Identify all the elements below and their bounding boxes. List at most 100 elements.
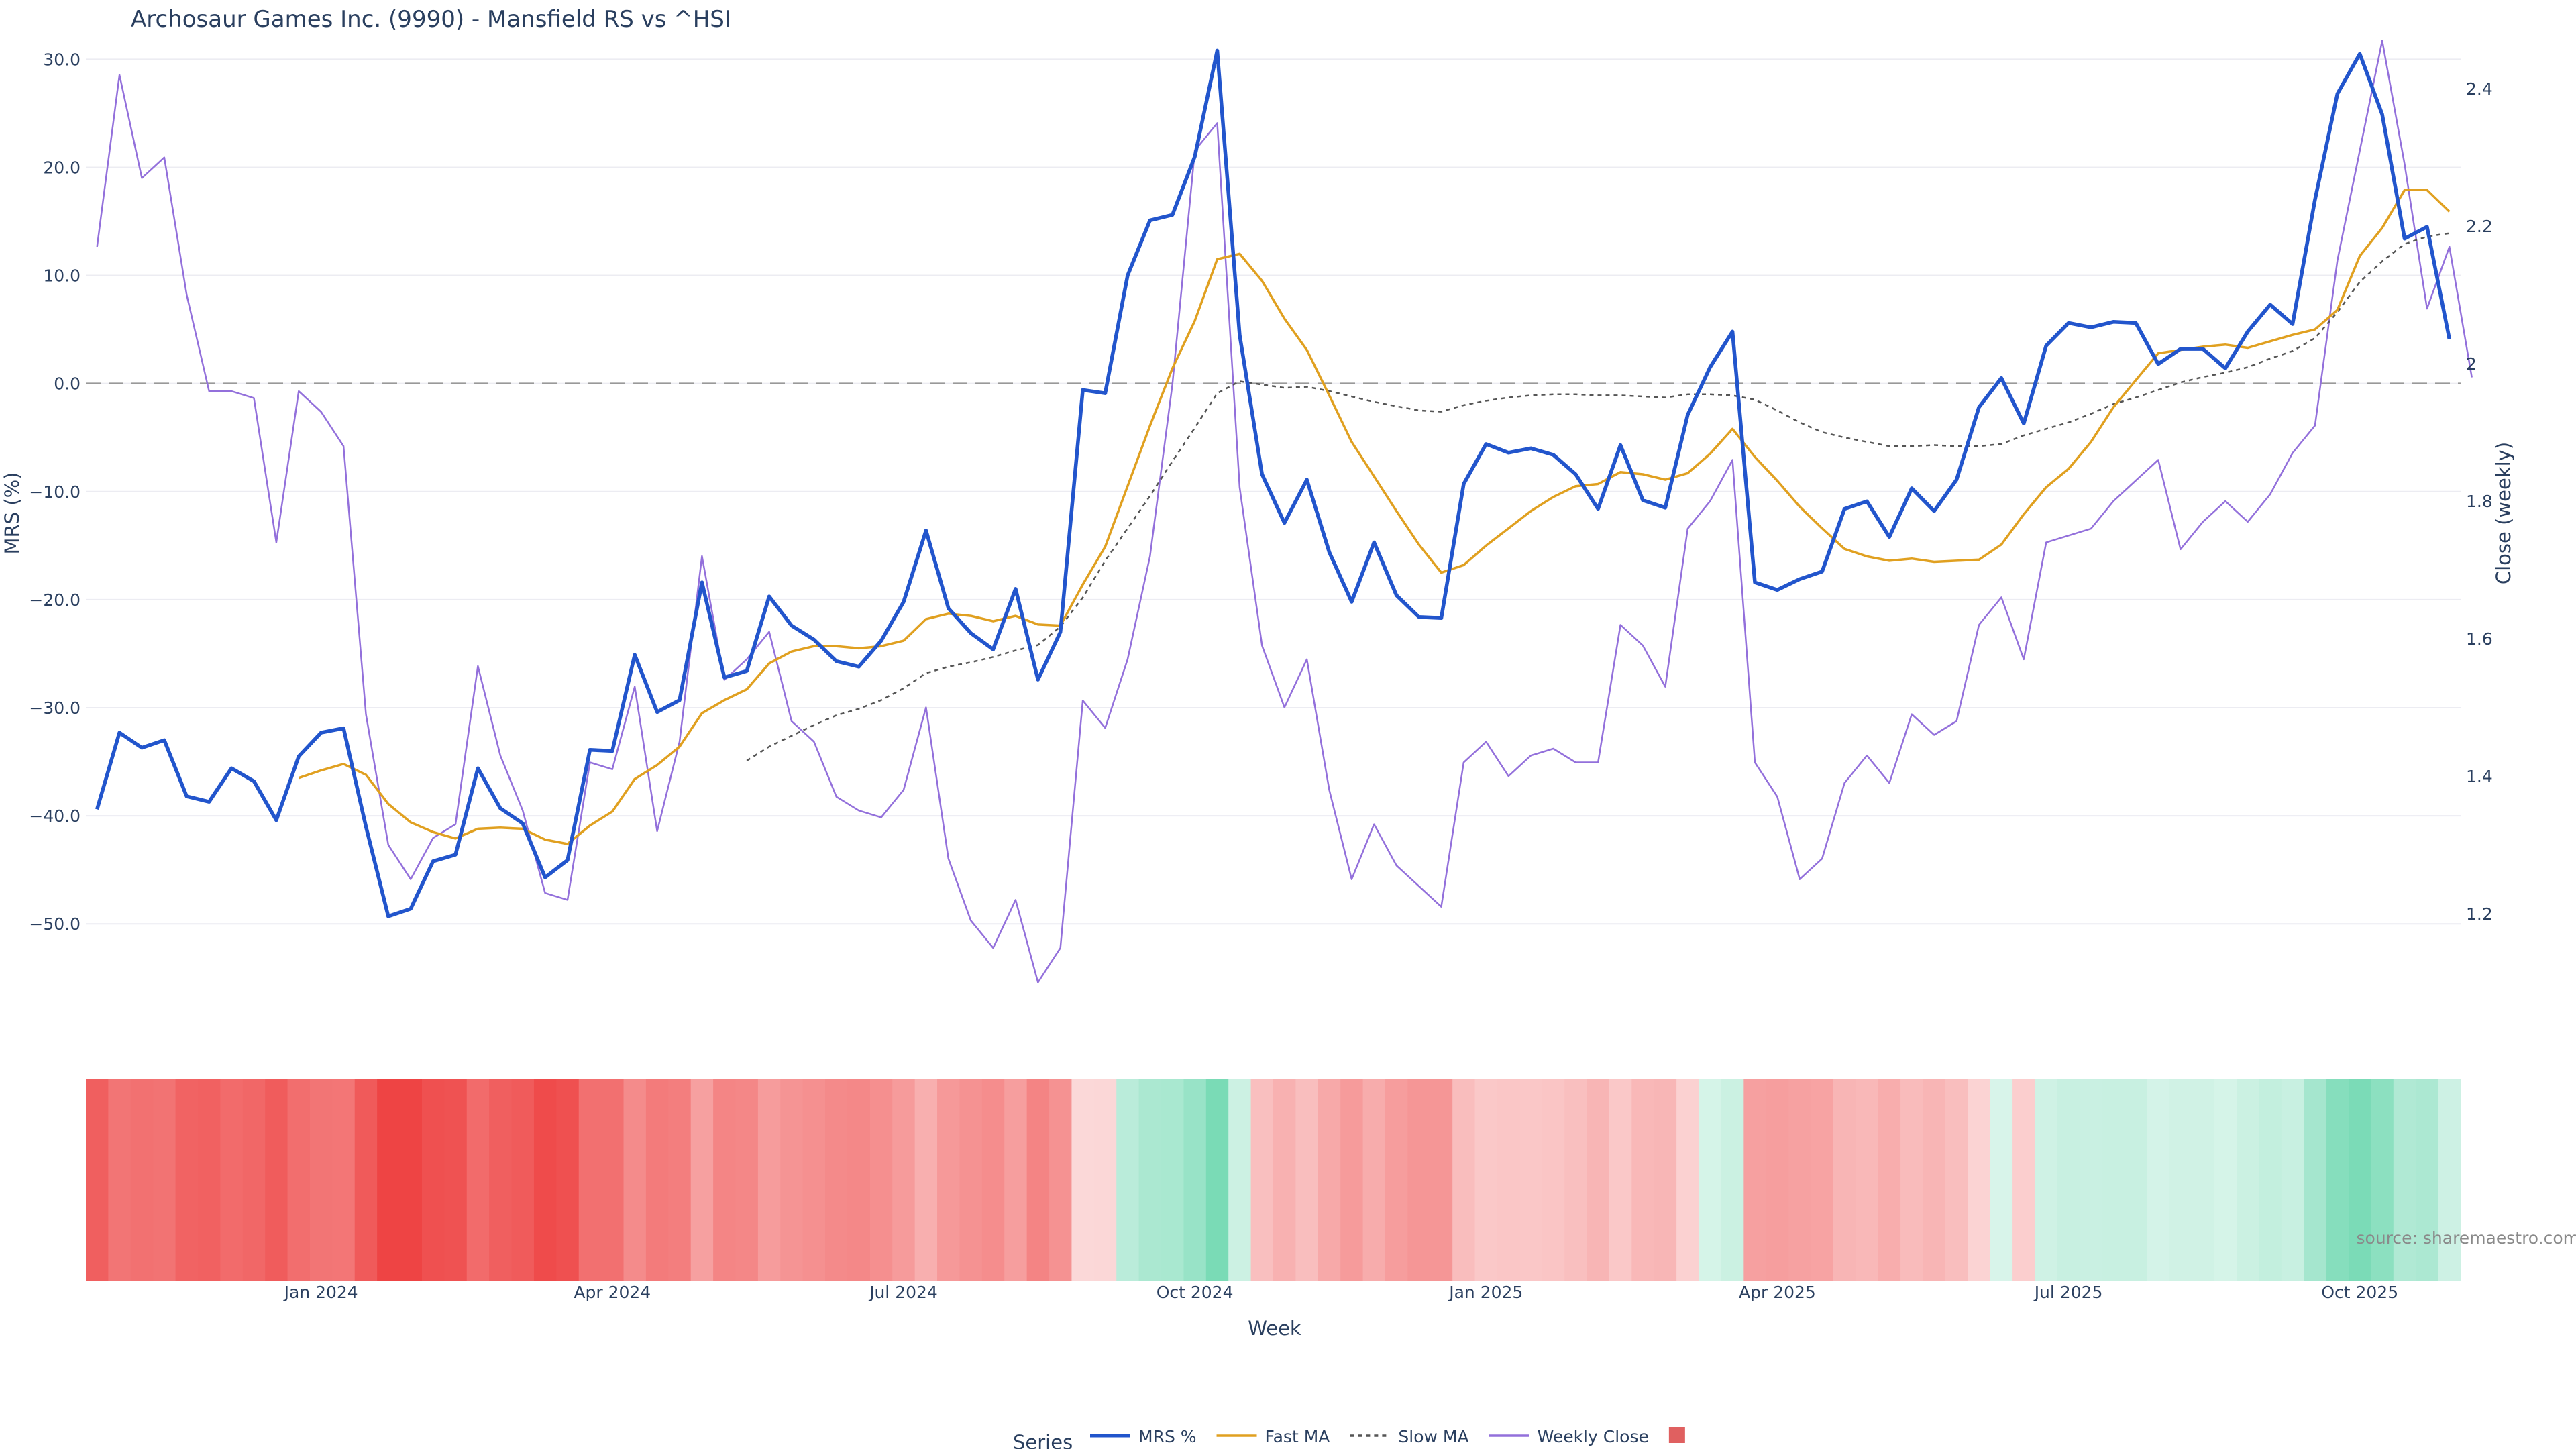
source-note: source: sharemaestro.com — [2357, 1228, 2576, 1248]
heat-cell — [2214, 1079, 2237, 1281]
y-tick-label: −40.0 — [29, 806, 80, 826]
heat-cell — [1497, 1079, 1520, 1281]
heat-cell — [601, 1079, 625, 1281]
heat-cell — [1362, 1079, 1386, 1281]
heat-cell — [2035, 1079, 2058, 1281]
legend-swatch — [1668, 1427, 1685, 1443]
heat-cell — [1430, 1079, 1453, 1281]
heat-cell — [1183, 1079, 1207, 1281]
heat-cell — [690, 1079, 714, 1281]
heat-cell — [1676, 1079, 1700, 1281]
heat-cell — [1743, 1079, 1767, 1281]
heat-cell — [1138, 1079, 1162, 1281]
x-axis-title: Week — [1248, 1317, 1301, 1340]
series-line-mrs — [95, 48, 2451, 918]
heat-cell — [802, 1079, 826, 1281]
heat-cell — [1721, 1079, 1744, 1281]
legend-label: Fast MA — [1265, 1427, 1330, 1446]
series-layer — [95, 40, 2473, 983]
chart-title: Archosaur Games Inc. (9990) - Mansfield … — [131, 6, 731, 33]
heat-cell — [892, 1079, 916, 1281]
series-line-slow-ma — [746, 232, 2450, 761]
heat-cell — [2080, 1079, 2103, 1281]
heat-cell — [623, 1079, 647, 1281]
heat-cell — [780, 1079, 804, 1281]
heat-cell — [1878, 1079, 1901, 1281]
heat-cell — [2304, 1079, 2327, 1281]
y2-tick-label: 1.8 — [2466, 492, 2493, 511]
heat-cell — [2259, 1079, 2282, 1281]
heat-cell — [1631, 1079, 1655, 1281]
heat-cell — [377, 1079, 400, 1281]
heat-cell — [1385, 1079, 1408, 1281]
heat-cell — [220, 1079, 244, 1281]
y-tick-label: 10.0 — [43, 266, 80, 286]
heat-cell — [421, 1079, 445, 1281]
heat-cell — [1250, 1079, 1274, 1281]
y-tick-label: −50.0 — [29, 914, 80, 934]
y2-tick-label: 1.2 — [2466, 904, 2493, 924]
heat-cell — [1474, 1079, 1498, 1281]
heat-cell — [2281, 1079, 2304, 1281]
y-tick-label: −20.0 — [29, 590, 80, 610]
x-tick-label: Oct 2024 — [1157, 1283, 1234, 1302]
heat-cell — [175, 1079, 199, 1281]
heat-cell — [466, 1079, 490, 1281]
heat-cell — [1026, 1079, 1050, 1281]
heat-cell — [1811, 1079, 1834, 1281]
heat-cell — [2326, 1079, 2349, 1281]
heat-cell — [2371, 1079, 2394, 1281]
y-tick-label: 0.0 — [54, 374, 80, 394]
heat-strip — [86, 1079, 2461, 1281]
heat-cell — [735, 1079, 759, 1281]
y2-axis-title: Close (weekly) — [2492, 442, 2515, 584]
heat-cell — [242, 1079, 266, 1281]
y-tick-label: −10.0 — [29, 482, 80, 502]
heat-cell — [444, 1079, 468, 1281]
heat-cell — [1654, 1079, 1677, 1281]
heat-cell — [1542, 1079, 1565, 1281]
heat-cell — [2416, 1079, 2439, 1281]
x-tick-label: Jan 2025 — [1448, 1283, 1523, 1302]
heat-cell — [1856, 1079, 1879, 1281]
heat-cell — [1273, 1079, 1296, 1281]
x-axis-ticks: Jan 2024 Apr 2024 Jul 2024 Oct 2024 Jan 2025… — [283, 1283, 2399, 1302]
heat-cell — [265, 1079, 288, 1281]
heat-cell — [1049, 1079, 1073, 1281]
x-tick-label: Jul 2025 — [2033, 1283, 2103, 1302]
heat-cell — [1609, 1079, 1632, 1281]
heat-cell — [533, 1079, 557, 1281]
y-axis-ticks: 30.0 20.0 10.0 0.0 −10.0 −20.0 −30.0 −40.0 −50.0 — [29, 50, 80, 934]
heat-cell — [1205, 1079, 1229, 1281]
heat-cell — [578, 1079, 602, 1281]
heat-cell — [130, 1079, 154, 1281]
heat-cell — [1945, 1079, 1968, 1281]
heat-cell — [1587, 1079, 1610, 1281]
legend-title: Series — [1013, 1431, 1073, 1449]
heat-cell — [354, 1079, 378, 1281]
heat-cell — [1564, 1079, 1588, 1281]
heat-cell — [757, 1079, 781, 1281]
heat-cell — [511, 1079, 535, 1281]
heat-cell — [1318, 1079, 1341, 1281]
heat-cell — [1968, 1079, 1991, 1281]
heat-cell — [108, 1079, 131, 1281]
heat-cell — [825, 1079, 849, 1281]
y2-tick-label: 1.4 — [2466, 767, 2493, 786]
heat-cell — [556, 1079, 580, 1281]
heat-cell — [1788, 1079, 1812, 1281]
x-tick-label: Jan 2024 — [283, 1283, 358, 1302]
y2-tick-label: 2 — [2466, 354, 2477, 374]
heat-cell — [2169, 1079, 2192, 1281]
x-tick-label: Oct 2025 — [2321, 1283, 2398, 1302]
heat-cell — [1990, 1079, 2013, 1281]
heat-cell — [1295, 1079, 1319, 1281]
heat-cell — [489, 1079, 513, 1281]
heat-cell — [2438, 1079, 2461, 1281]
y-tick-label: 20.0 — [43, 158, 80, 177]
heat-cell — [1116, 1079, 1140, 1281]
series-line-weekly-close — [96, 40, 2473, 983]
y-tick-label: 30.0 — [43, 50, 80, 69]
heat-cell — [847, 1079, 871, 1281]
